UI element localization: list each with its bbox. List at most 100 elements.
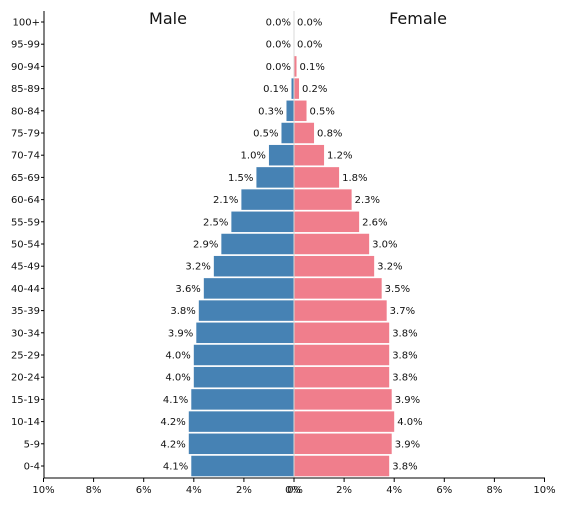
female-bar <box>294 144 325 166</box>
x-tick-label: 2% <box>236 485 252 496</box>
x-tick-label: 0% <box>285 485 301 496</box>
age-group-label: 10-14 <box>11 417 40 428</box>
female-value-label: 3.9% <box>395 395 420 406</box>
age-group-label: 80-84 <box>11 106 40 117</box>
age-group-label: 40-44 <box>11 284 40 295</box>
male-bar <box>193 366 294 388</box>
female-value-label: 3.8% <box>392 351 417 362</box>
male-value-label: 4.2% <box>160 417 185 428</box>
male-value-label: 3.2% <box>185 262 210 273</box>
x-tick-label: 2% <box>336 485 352 496</box>
male-bar <box>281 122 294 144</box>
male-bar <box>191 455 294 477</box>
age-group-label: 20-24 <box>11 373 40 384</box>
male-bar <box>188 411 294 432</box>
female-title: Female <box>389 9 447 28</box>
female-value-label: 4.0% <box>397 417 422 428</box>
female-bar <box>294 300 387 321</box>
x-tick-label: 0% <box>287 485 303 496</box>
male-value-label: 2.1% <box>213 195 238 206</box>
female-value-label: 0.0% <box>297 18 322 29</box>
male-value-label: 4.0% <box>165 351 190 362</box>
male-bar <box>196 322 294 344</box>
female-bar <box>294 455 390 477</box>
age-group-label: 75-79 <box>11 129 40 140</box>
age-group-label: 30-34 <box>11 328 40 339</box>
x-tick-label: 4% <box>186 485 202 496</box>
female-value-label: 3.9% <box>395 439 420 450</box>
age-group-label: 15-19 <box>11 395 40 406</box>
x-tick-label: 10% <box>533 485 555 496</box>
male-bar <box>241 189 294 210</box>
male-bar <box>221 233 294 255</box>
female-value-label: 1.8% <box>342 173 367 184</box>
female-value-label: 0.5% <box>310 106 335 117</box>
x-tick-label: 8% <box>486 485 502 496</box>
female-bar <box>294 411 395 432</box>
female-value-label: 0.8% <box>317 129 342 140</box>
age-group-label: 35-39 <box>11 306 40 317</box>
female-value-label: 0.0% <box>297 40 322 51</box>
age-group-label: 70-74 <box>11 151 40 162</box>
female-bar <box>294 344 390 366</box>
female-value-label: 3.0% <box>372 240 397 251</box>
male-bar <box>231 211 294 233</box>
age-group-label: 85-89 <box>11 84 40 95</box>
male-value-label: 3.8% <box>170 306 195 317</box>
age-group-label: 60-64 <box>11 195 40 206</box>
x-tick-label: 6% <box>136 485 152 496</box>
male-bar <box>256 167 294 188</box>
male-value-label: 0.1% <box>263 84 288 95</box>
x-tick-label: 10% <box>32 485 54 496</box>
male-bar <box>198 300 294 321</box>
age-group-label: 45-49 <box>11 262 40 273</box>
female-bar <box>294 122 315 144</box>
male-value-label: 4.1% <box>163 462 188 473</box>
age-group-label: 0-4 <box>24 462 40 473</box>
male-value-label: 0.3% <box>258 106 283 117</box>
female-value-label: 0.2% <box>302 84 327 95</box>
female-bar <box>294 255 375 277</box>
age-group-label: 50-54 <box>11 240 40 251</box>
male-bar <box>286 100 294 122</box>
male-bar <box>203 278 294 299</box>
male-bar <box>193 344 294 366</box>
female-bar <box>294 78 300 99</box>
male-value-label: 4.2% <box>160 439 185 450</box>
age-group-label: 95-99 <box>11 40 40 51</box>
male-value-label: 1.0% <box>241 151 266 162</box>
female-bar <box>294 167 340 188</box>
age-group-label: 55-59 <box>11 217 40 228</box>
female-bar <box>294 189 352 210</box>
age-group-label: 5-9 <box>24 439 40 450</box>
male-value-label: 3.9% <box>168 328 193 339</box>
male-bar <box>213 255 294 277</box>
female-value-label: 3.8% <box>392 462 417 473</box>
female-bar <box>294 433 392 455</box>
male-value-label: 0.0% <box>266 18 291 29</box>
male-value-label: 0.0% <box>266 62 291 73</box>
male-title: Male <box>149 9 187 28</box>
male-bar <box>268 144 294 166</box>
male-value-label: 2.9% <box>193 240 218 251</box>
male-value-label: 2.5% <box>203 217 228 228</box>
female-value-label: 3.2% <box>377 262 402 273</box>
female-bar <box>294 366 390 388</box>
female-bar <box>294 211 360 233</box>
x-tick-label: 8% <box>86 485 102 496</box>
male-value-label: 4.1% <box>163 395 188 406</box>
age-group-label: 100+ <box>13 18 40 29</box>
age-group-label: 25-29 <box>11 351 40 362</box>
female-value-label: 0.1% <box>300 62 325 73</box>
male-value-label: 0.5% <box>253 129 278 140</box>
female-bar <box>294 56 297 77</box>
female-value-label: 3.8% <box>392 328 417 339</box>
female-value-label: 3.5% <box>385 284 410 295</box>
female-value-label: 2.3% <box>355 195 380 206</box>
female-bar <box>294 100 307 122</box>
female-value-label: 2.6% <box>362 217 387 228</box>
female-value-label: 3.7% <box>390 306 415 317</box>
male-value-label: 0.0% <box>266 40 291 51</box>
age-group-label: 65-69 <box>11 173 40 184</box>
male-value-label: 3.6% <box>175 284 200 295</box>
